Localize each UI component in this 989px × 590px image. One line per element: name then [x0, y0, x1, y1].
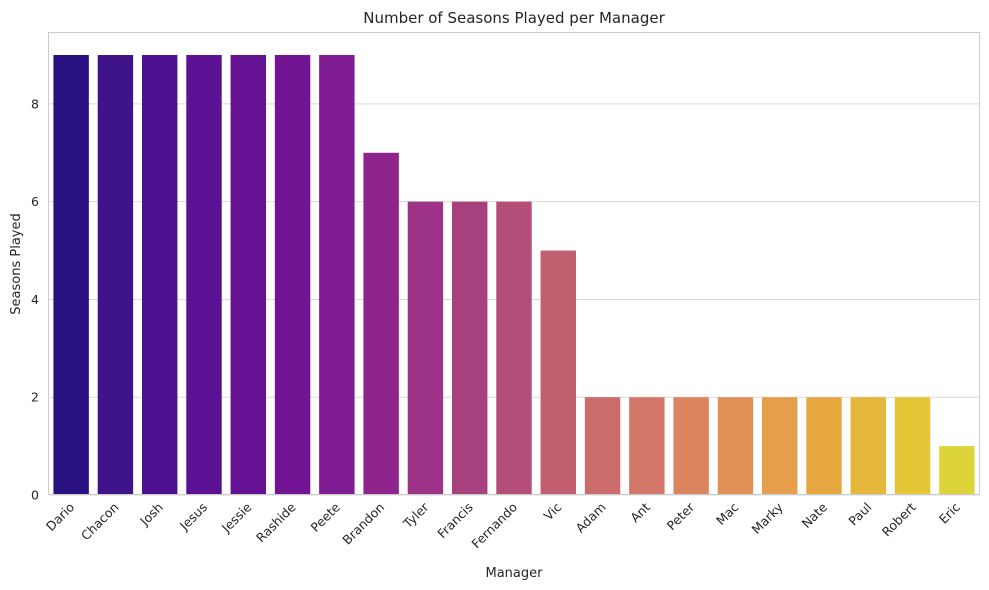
bar-rashide [274, 55, 311, 495]
plot-frame [48, 32, 980, 495]
x-tick-label: Nate [799, 499, 831, 531]
y-tick-labels: 0 2 4 6 8 [31, 96, 39, 502]
x-tick-label: Tyler [399, 499, 432, 532]
bar-jessie [230, 55, 266, 495]
bar-paul [850, 397, 886, 495]
x-tick-label: Jessie [218, 499, 255, 536]
bar-francis [452, 201, 488, 495]
x-tick-label: Francis [434, 500, 476, 542]
x-tick-label: Marky [749, 499, 787, 537]
bar-mac [717, 397, 754, 495]
x-tick-label: Adam [573, 500, 609, 536]
bar-peete [319, 55, 355, 495]
bar-vic [540, 250, 576, 495]
bar-marky [762, 397, 798, 495]
x-tick-label: Peete [308, 499, 344, 535]
x-axis-label: Manager [486, 566, 544, 581]
y-axis-label: Seasons Played [9, 213, 24, 314]
bar-chacon [97, 55, 134, 495]
x-tick-label: Paul [845, 500, 874, 529]
chart-title: Number of Seasons Played per Manager [363, 9, 665, 27]
y-tick-label: 0 [31, 488, 39, 503]
x-tick-label: Dario [43, 500, 77, 534]
x-tick-label: Josh [136, 500, 166, 530]
bar-eric [939, 446, 975, 495]
x-tick-label: Peter [664, 499, 698, 533]
x-tick-label: Ant [627, 499, 653, 525]
x-tick-label: Rashide [253, 499, 299, 545]
bar-brandon [363, 152, 399, 495]
x-tick-label: Vic [541, 499, 565, 523]
x-tick-label: Eric [936, 499, 963, 526]
y-tick-label: 4 [31, 292, 39, 307]
bar-fernando [496, 201, 532, 495]
bars [53, 55, 975, 495]
y-tick-label: 8 [31, 96, 39, 111]
y-tick-label: 2 [31, 390, 39, 405]
bar-nate [806, 397, 842, 495]
bar-tyler [407, 201, 444, 495]
x-tick-label: Fernando [468, 500, 520, 552]
bar-adam [584, 397, 621, 495]
bar-dario [53, 55, 89, 495]
x-tick-label: Brandon [339, 500, 387, 548]
bar-ant [629, 397, 665, 495]
bar-josh [142, 55, 178, 495]
y-tick-label: 6 [31, 194, 39, 209]
x-tick-label: Robert [879, 499, 919, 539]
bar-robert [894, 397, 931, 495]
x-tick-label: Jesus [176, 500, 210, 534]
x-tick-label: Mac [713, 499, 742, 528]
bar-jesus [186, 55, 222, 495]
x-tick-label: Chacon [78, 500, 122, 544]
bar-peter [673, 397, 709, 495]
